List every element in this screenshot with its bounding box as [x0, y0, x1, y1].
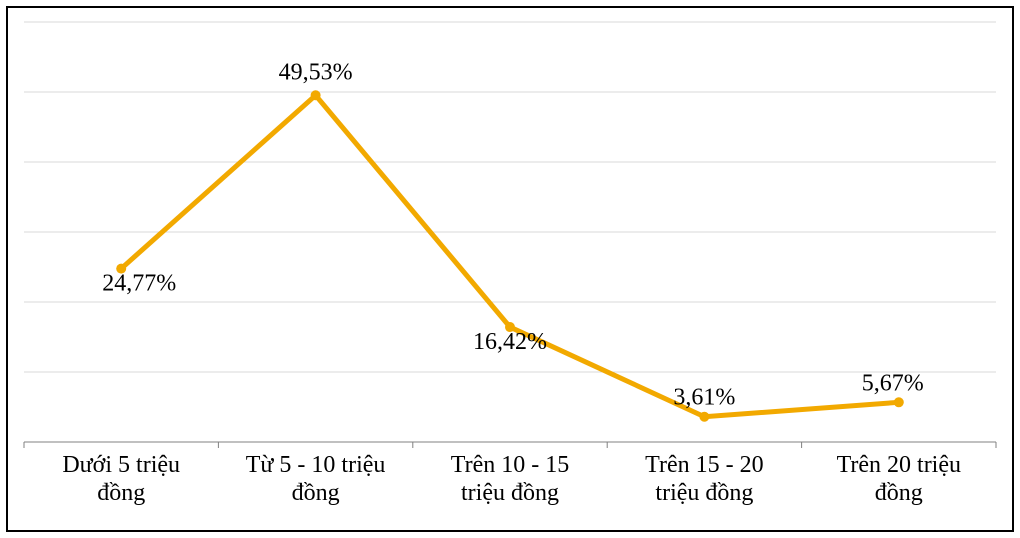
chart-border [6, 6, 1014, 532]
chart-container: 24,77%Dưới 5 triệuđồng49,53%Từ 5 - 10 tr… [0, 0, 1020, 538]
